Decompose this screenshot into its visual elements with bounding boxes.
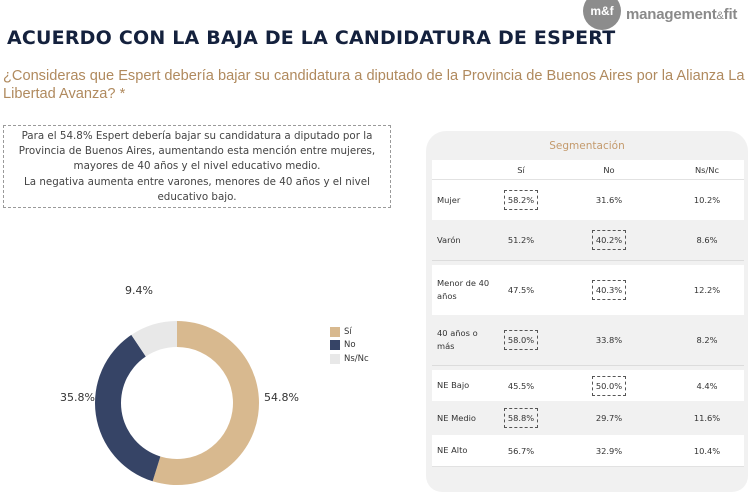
highlighted-value: 58.0% [503, 330, 539, 350]
brand-logo: m&f management&fit [583, 0, 737, 32]
cell-si: 51.2% [494, 235, 548, 245]
logo-name-part1: management [626, 5, 717, 23]
row-label: Varón [437, 234, 461, 245]
column-header-nsnc: Ns/Nc [694, 164, 720, 175]
row-label: NE Bajo [437, 380, 470, 390]
highlighted-value: 58.8% [503, 408, 539, 428]
table-bottom-divider [432, 466, 744, 467]
column-header-no: No [603, 164, 615, 175]
summary-line: Provincia de Buenos Aires, aumentando es… [18, 145, 376, 158]
row-label: Mujer [437, 194, 461, 205]
cell-no: 31.6% [548, 195, 670, 205]
segmentation-panel: Segmentación Sí No Ns/Nc Mujer 58.2% 31.6%… [426, 131, 748, 492]
table-row: 40 años o más 58.0% 33.8% 8.2% [432, 315, 744, 365]
group-separator [432, 365, 744, 370]
legend-label: Sí [344, 326, 352, 337]
slice-si [152, 321, 260, 485]
legend-label: No [344, 340, 356, 351]
summary-box: Para el 54.8% Espert debería bajar su ca… [3, 125, 391, 208]
table-row: NE Bajo 45.5% 50.0% 4.4% [432, 370, 744, 401]
table-row: Menor de 40 años 47.5% 40.3% 12.2% [432, 265, 744, 315]
cell-no: 33.8% [548, 335, 670, 345]
column-header-si: Sí [517, 164, 525, 175]
cell-value: 56.7% [507, 445, 535, 456]
row-label: Menor de 40 años [437, 278, 490, 301]
cell-si: 47.5% [494, 285, 548, 295]
cell-value: 8.6% [696, 235, 718, 245]
cell-ns: 12.2% [670, 285, 744, 295]
data-label-nsnc: 9.4% [125, 284, 153, 297]
cell-no: 40.2% [548, 230, 670, 250]
logo-mark: m&f [583, 0, 621, 30]
cell-si: 56.7% [494, 446, 548, 456]
cell-value: 4.4% [696, 380, 718, 391]
cell-value: 10.2% [693, 195, 721, 205]
summary-line: La negativa aumenta entre varones, menor… [24, 175, 370, 188]
survey-question: ¿Consideras que Espert debería bajar su … [3, 68, 745, 102]
cell-value: 29.7% [595, 413, 623, 423]
cell-value: 10.4% [693, 445, 721, 456]
highlighted-value: 50.0% [591, 375, 627, 396]
row-label: NE Medio [437, 412, 476, 423]
cell-value: 32.9% [595, 445, 623, 456]
cell-ns: 4.4% [670, 381, 744, 391]
logo-name-part2: fit [723, 5, 738, 23]
logo-name: management&fit [626, 6, 737, 23]
cell-ns: 10.4% [670, 446, 744, 456]
table-row: NE Alto 56.7% 32.9% 10.4% [432, 435, 744, 466]
cell-value: 12.2% [693, 285, 721, 295]
slice-nsnc [131, 321, 177, 357]
row-label: NE Alto [437, 445, 468, 455]
legend-item-no: No [330, 339, 369, 353]
highlighted-value: 58.2% [503, 190, 539, 210]
highlighted-value: 40.3% [591, 280, 627, 300]
summary-line: Para el 54.8% Espert debería bajar su ca… [21, 130, 373, 142]
data-label-no: 35.8% [60, 391, 95, 404]
cell-value: 11.6% [693, 413, 721, 423]
segmentation-table: Sí No Ns/Nc Mujer 58.2% 31.6% 10.2% Varón 51.… [432, 160, 744, 467]
summary-line: mayores de 40 años y el nivel educativo … [73, 160, 321, 173]
cell-si: 45.5% [494, 381, 548, 391]
group-separator [432, 260, 744, 265]
cell-si: 58.8% [494, 408, 548, 428]
cell-value: 31.6% [595, 195, 623, 205]
cell-value: 47.5% [507, 285, 535, 295]
slice-no [95, 334, 161, 482]
header-divider [432, 179, 744, 180]
legend-label: Ns/Nc [344, 353, 369, 364]
chart-legend: Sí No Ns/Nc [330, 325, 369, 366]
cell-ns: 8.6% [670, 235, 744, 245]
logo-amp: & [716, 9, 724, 22]
table-row: NE Medio 58.8% 29.7% 11.6% [432, 401, 744, 435]
cell-value: 8.2% [696, 335, 718, 345]
table-header-row: Sí No Ns/Nc [432, 160, 744, 179]
cell-si: 58.0% [494, 330, 548, 350]
legend-item-si: Sí [330, 325, 369, 339]
segmentation-title: Segmentación [549, 140, 625, 152]
cell-no: 32.9% [548, 446, 670, 456]
donut-chart: 54.8% 35.8% 9.4% [60, 284, 299, 485]
table-row: Mujer 58.2% 31.6% 10.2% [432, 180, 744, 220]
cell-no: 50.0% [548, 375, 670, 396]
legend-swatch-no [330, 340, 340, 351]
cell-value: 51.2% [507, 235, 535, 245]
cell-no: 29.7% [548, 413, 670, 423]
summary-line: educativo bajo. [157, 190, 237, 203]
legend-swatch-nsnc [330, 353, 340, 364]
cell-ns: 11.6% [670, 413, 744, 423]
highlighted-value: 40.2% [591, 230, 627, 250]
cell-si: 58.2% [494, 190, 548, 210]
cell-ns: 8.2% [670, 335, 744, 345]
cell-value: 45.5% [507, 380, 535, 391]
page-title: ACUERDO CON LA BAJA DE LA CANDIDATURA DE… [7, 27, 616, 49]
cell-value: 33.8% [595, 335, 623, 345]
data-label-si: 54.8% [264, 391, 299, 404]
cell-no: 40.3% [548, 280, 670, 300]
row-label: 40 años o más [437, 328, 478, 351]
table-row: Varón 51.2% 40.2% 8.6% [432, 220, 744, 260]
cell-ns: 10.2% [670, 195, 744, 205]
legend-swatch-si [330, 326, 340, 337]
legend-item-nsnc: Ns/Nc [330, 352, 369, 366]
